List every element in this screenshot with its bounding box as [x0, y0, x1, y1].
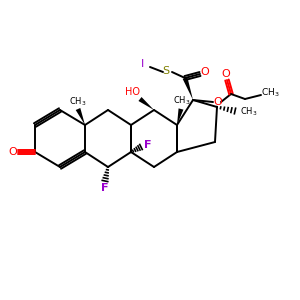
Polygon shape [183, 77, 193, 100]
Text: CH$_3$: CH$_3$ [69, 96, 87, 108]
Polygon shape [177, 108, 183, 125]
Text: F: F [101, 183, 109, 193]
Text: S: S [162, 66, 169, 76]
Polygon shape [76, 108, 85, 125]
Text: HO: HO [125, 87, 140, 97]
Text: I: I [141, 59, 145, 69]
Text: CH$_3$: CH$_3$ [240, 106, 258, 118]
Text: F: F [144, 140, 152, 150]
Polygon shape [139, 97, 154, 110]
Text: O: O [222, 69, 230, 79]
Text: CH$_3$: CH$_3$ [173, 95, 191, 107]
Text: O: O [201, 67, 209, 77]
Text: O: O [214, 97, 222, 107]
Text: CH$_3$: CH$_3$ [261, 87, 279, 99]
Text: O: O [9, 147, 17, 157]
